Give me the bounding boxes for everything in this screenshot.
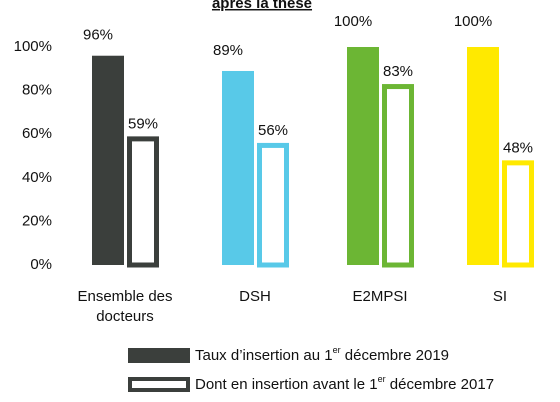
- value-label: 59%: [128, 115, 158, 132]
- bar-outline: [502, 160, 534, 268]
- value-label: 83%: [383, 63, 413, 80]
- y-tick-label: 100%: [14, 38, 52, 55]
- bar: [92, 55, 124, 265]
- y-tick-label: 0%: [30, 256, 52, 273]
- y-tick-label: 60%: [22, 125, 52, 142]
- x-tick-label: E2MPSI: [352, 288, 407, 305]
- value-label: 48%: [503, 139, 533, 156]
- bar-outline: [257, 142, 289, 268]
- chart-title: après la thèse: [212, 0, 312, 12]
- bar-outline: [382, 84, 414, 268]
- x-tick-label: SI: [493, 288, 507, 305]
- value-label: 56%: [258, 122, 288, 139]
- bar: [347, 47, 379, 265]
- x-tick-label: docteurs: [96, 308, 154, 325]
- legend-swatch: [128, 348, 190, 363]
- bar: [467, 47, 499, 265]
- x-tick-label: Ensemble des: [77, 288, 172, 305]
- value-label: 89%: [213, 42, 243, 59]
- legend-label: Dont en insertion avant le 1er décembre …: [195, 374, 494, 393]
- bar-outline: [127, 136, 159, 268]
- value-label: 100%: [454, 13, 492, 30]
- y-tick-label: 40%: [22, 169, 52, 186]
- value-label: 96%: [83, 27, 113, 44]
- bar: [222, 70, 254, 265]
- legend-swatch: [128, 377, 190, 392]
- legend-label: Taux d’insertion au 1er décembre 2019: [195, 345, 449, 364]
- y-tick-label: 20%: [22, 212, 52, 229]
- x-tick-label: DSH: [239, 288, 271, 305]
- y-tick-label: 80%: [22, 82, 52, 99]
- value-label: 100%: [334, 13, 372, 30]
